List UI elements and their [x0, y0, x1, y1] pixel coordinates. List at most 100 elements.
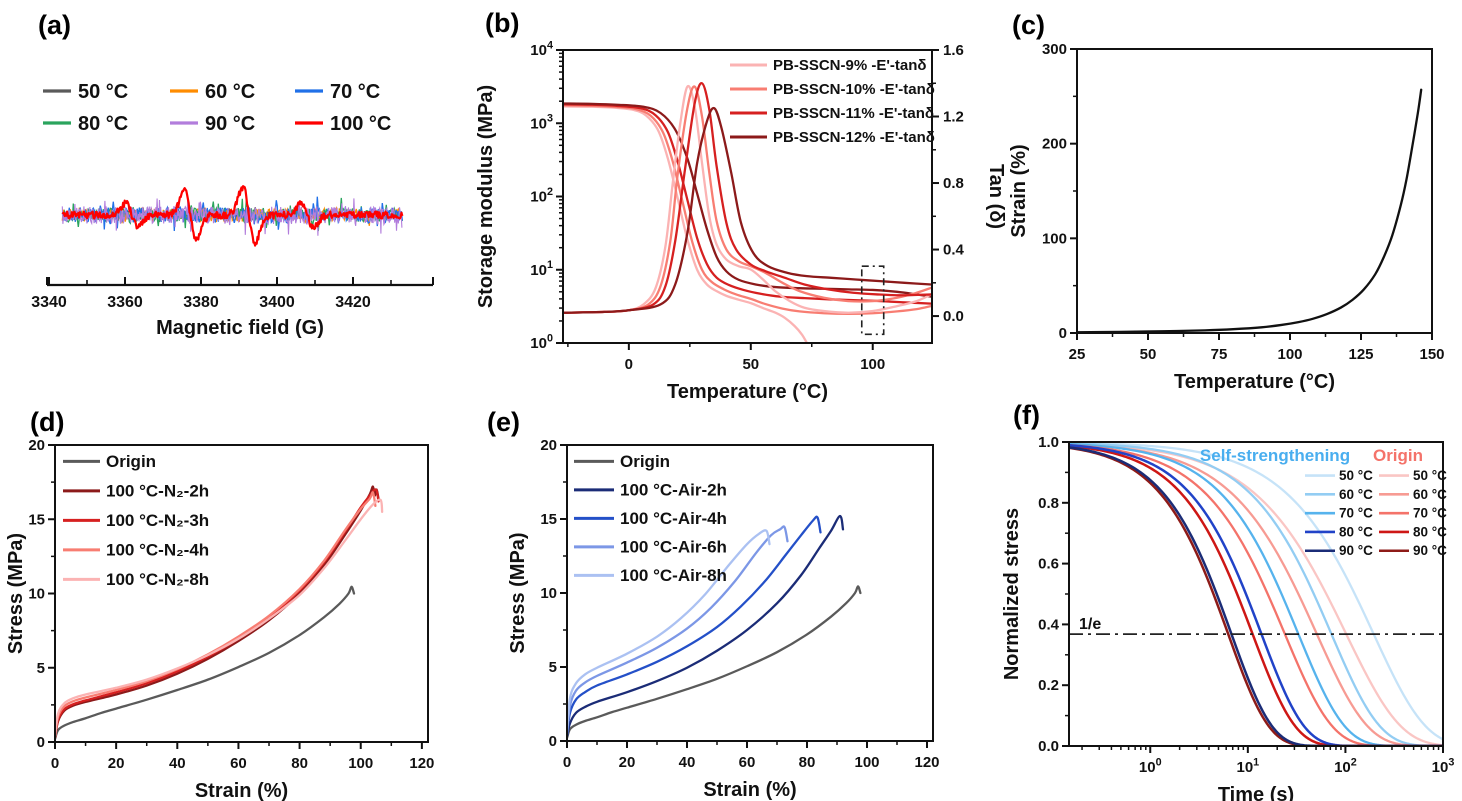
svg-text:100 °C: 100 °C [330, 113, 391, 135]
svg-text:20: 20 [108, 755, 125, 772]
svg-text:100: 100 [860, 356, 885, 373]
svg-text:0: 0 [51, 755, 59, 772]
svg-text:Temperature (°C): Temperature (°C) [1174, 371, 1335, 393]
svg-text:10: 10 [540, 585, 557, 602]
svg-text:Stress (MPa): Stress (MPa) [5, 533, 27, 654]
svg-text:100: 100 [1139, 756, 1162, 776]
svg-text:60 °C: 60 °C [205, 81, 255, 103]
panel-a-letter: (a) [38, 10, 71, 40]
panel-c-letter: (c) [1012, 10, 1045, 40]
svg-text:100: 100 [1277, 346, 1302, 363]
svg-text:100 °C-Air-6h: 100 °C-Air-6h [620, 538, 727, 557]
svg-text:Strain (%): Strain (%) [1008, 144, 1030, 237]
svg-text:50 °C: 50 °C [1339, 468, 1373, 483]
svg-text:150: 150 [1419, 346, 1444, 363]
svg-text:1.0: 1.0 [1038, 434, 1059, 451]
svg-text:40: 40 [679, 754, 696, 771]
svg-text:90 °C: 90 °C [1413, 543, 1447, 558]
svg-text:0: 0 [1059, 325, 1067, 342]
svg-text:80 °C: 80 °C [78, 113, 128, 135]
svg-text:100 °C-N₂-8h: 100 °C-N₂-8h [106, 570, 209, 589]
svg-text:0: 0 [549, 733, 557, 750]
svg-text:100: 100 [1042, 230, 1067, 247]
panel-d-chart: 0 20 40 60 80 100 120 Strain (%) 0 5 10 15 20 Stress … [5, 437, 434, 801]
svg-text:Temperature (°C): Temperature (°C) [667, 381, 828, 403]
svg-text:125: 125 [1348, 346, 1373, 363]
svg-text:25: 25 [1069, 346, 1086, 363]
svg-text:3360: 3360 [107, 294, 143, 311]
svg-text:PB-SSCN-10% -E'-tanδ: PB-SSCN-10% -E'-tanδ [773, 81, 935, 98]
panel-e-chart: 0 20 40 60 80 100 120 Strain (%) 0 5 10 15 20 Stress … [507, 437, 940, 801]
svg-text:3420: 3420 [335, 294, 371, 311]
panel-d-letter: (d) [30, 407, 65, 437]
svg-text:10: 10 [28, 586, 45, 603]
svg-text:80: 80 [291, 755, 308, 772]
svg-text:102: 102 [530, 186, 553, 206]
svg-text:200: 200 [1042, 136, 1067, 153]
svg-text:0.4: 0.4 [943, 242, 965, 259]
panel-f-letter: (f) [1013, 400, 1040, 430]
svg-text:PB-SSCN-11% -E'-tanδ: PB-SSCN-11% -E'-tanδ [773, 105, 934, 122]
svg-text:80 °C: 80 °C [1413, 524, 1447, 539]
svg-text:Self-strengthening: Self-strengthening [1200, 446, 1350, 465]
svg-text:20: 20 [28, 437, 45, 454]
svg-text:0: 0 [563, 754, 571, 771]
svg-text:75: 75 [1211, 346, 1228, 363]
svg-text:90 °C: 90 °C [205, 113, 255, 135]
panel-f-chart: 1/e 100 101 102 103 Time (s) 0.0 0.2 0.4 0.6 0.8 1.… [1001, 434, 1455, 801]
panel-f: (f) 1/e 100 101 102 103 Time (s) 0.0 0.2 0.4 0.6 0… [975, 395, 1462, 801]
svg-text:5: 5 [549, 659, 557, 676]
svg-text:60 °C: 60 °C [1413, 487, 1447, 502]
svg-text:100 °C-N₂-2h: 100 °C-N₂-2h [106, 482, 209, 501]
svg-text:1/e: 1/e [1079, 616, 1101, 633]
svg-text:100: 100 [854, 754, 879, 771]
svg-text:3340: 3340 [31, 294, 67, 311]
svg-text:80 °C: 80 °C [1339, 524, 1373, 539]
svg-text:PB-SSCN-9% -E'-tanδ: PB-SSCN-9% -E'-tanδ [773, 57, 927, 74]
panel-d: (d) 0 20 40 60 80 100 120 Strain (%) 0 5 10 15 20 Str… [0, 395, 462, 801]
svg-text:Time (s): Time (s) [1218, 784, 1294, 801]
svg-text:50: 50 [1140, 346, 1157, 363]
svg-text:0: 0 [37, 734, 45, 751]
svg-text:100 °C-N₂-4h: 100 °C-N₂-4h [106, 541, 209, 560]
svg-text:101: 101 [530, 259, 553, 279]
panel-c-chart: 25 50 75 100 125 150 Temperature (°C) 0 100 200 30… [1008, 41, 1445, 393]
svg-text:0.0: 0.0 [1038, 738, 1059, 755]
svg-text:70 °C: 70 °C [1339, 506, 1373, 521]
svg-text:15: 15 [540, 511, 557, 528]
svg-text:0.2: 0.2 [1038, 677, 1059, 694]
svg-text:1.6: 1.6 [943, 42, 964, 59]
svg-text:50: 50 [742, 356, 759, 373]
svg-text:60 °C: 60 °C [1339, 487, 1373, 502]
svg-text:101: 101 [1236, 756, 1259, 776]
svg-text:100 °C-Air-8h: 100 °C-Air-8h [620, 566, 727, 585]
svg-text:100 °C-Air-2h: 100 °C-Air-2h [620, 481, 727, 500]
svg-text:15: 15 [28, 511, 45, 528]
svg-text:0.4: 0.4 [1038, 616, 1060, 633]
svg-text:1.2: 1.2 [943, 109, 964, 126]
svg-text:120: 120 [914, 754, 939, 771]
svg-text:100: 100 [530, 332, 553, 352]
svg-text:PB-SSCN-12% -E'-tanδ: PB-SSCN-12% -E'-tanδ [773, 129, 935, 146]
panel-a: (a) 3340 3360 3380 3400 3420 Magnetic field (… [0, 0, 462, 395]
panel-b-letter: (b) [485, 8, 520, 38]
svg-text:103: 103 [530, 113, 553, 133]
panel-b-chart: 0 50 100 Temperature (°C) 100 101 102 103 104 Sto… [475, 39, 1007, 403]
svg-text:0.0: 0.0 [943, 308, 964, 325]
svg-text:90 °C: 90 °C [1339, 543, 1373, 558]
panel-a-chart: 3340 3360 3380 3400 3420 Magnetic field (G) 50… [31, 81, 434, 339]
svg-text:102: 102 [1334, 756, 1357, 776]
svg-text:0.6: 0.6 [1038, 556, 1059, 573]
svg-text:Magnetic field (G): Magnetic field (G) [156, 317, 324, 339]
svg-text:40: 40 [169, 755, 186, 772]
svg-text:50 °C: 50 °C [78, 81, 128, 103]
svg-text:Storage modulus (MPa): Storage modulus (MPa) [475, 85, 497, 308]
svg-text:3400: 3400 [259, 294, 295, 311]
svg-text:100: 100 [348, 755, 373, 772]
svg-text:Origin: Origin [620, 452, 670, 471]
svg-text:60: 60 [230, 755, 247, 772]
svg-text:70 °C: 70 °C [330, 81, 380, 103]
panel-e: (e) 0 20 40 60 80 100 120 Strain (%) 0 5 10 15 20 Str… [462, 395, 975, 801]
svg-text:0: 0 [625, 356, 633, 373]
svg-text:103: 103 [1432, 756, 1455, 776]
